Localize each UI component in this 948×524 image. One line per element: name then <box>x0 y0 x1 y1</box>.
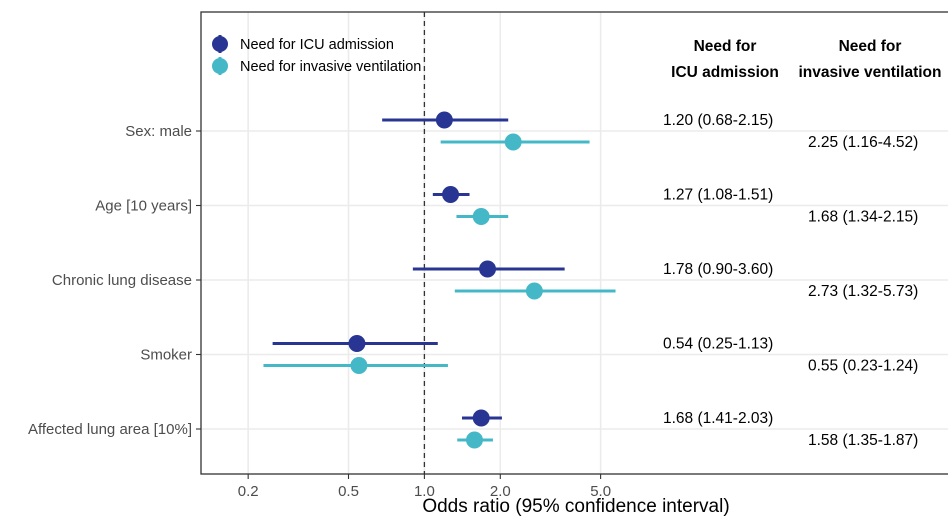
ci-value-label: 1.78 (0.90-3.60) <box>663 261 773 278</box>
legend-key-point <box>212 58 228 74</box>
ci-value-label: 1.68 (1.41-2.03) <box>663 410 773 427</box>
ci-value-label: 1.68 (1.34-2.15) <box>808 209 918 226</box>
ci-value-label: 1.58 (1.35-1.87) <box>808 432 918 449</box>
x-tick-label: 0.5 <box>338 483 359 500</box>
x-tick-label: 5.0 <box>590 483 611 500</box>
estimate-point <box>465 431 483 449</box>
column-header-line1: Need for <box>694 38 757 55</box>
x-tick-label: 0.2 <box>238 483 259 500</box>
x-tick-labels: 0.2 0.5 1.0 2.0 5.0 <box>238 474 611 500</box>
ci-value-label: 1.27 (1.08-1.51) <box>663 187 773 204</box>
y-tick-labels: Sex: male Age [10 years] Chronic lung dise… <box>28 123 201 438</box>
estimate-point <box>442 186 460 203</box>
y-tick-label: Smoker <box>140 347 192 364</box>
y-tick-label: Age [10 years] <box>95 198 192 215</box>
legend-entry: Need for ICU admission <box>240 37 394 53</box>
ci-value-label: 0.54 (0.25-1.13) <box>663 336 773 353</box>
data-marks <box>263 111 616 449</box>
estimate-point <box>504 133 522 151</box>
estimate-point <box>472 409 490 427</box>
x-axis-label: Odds ratio (95% confidence interval) <box>422 496 729 517</box>
column-headers: Need for ICU admission Need for invasive ve… <box>671 38 941 81</box>
estimate-point <box>435 111 453 129</box>
estimate-point <box>525 282 543 300</box>
estimate-point <box>348 335 366 352</box>
panel-border <box>200 11 948 475</box>
column-header-line2: ICU admission <box>671 64 779 81</box>
y-tick-label: Sex: male <box>125 123 192 140</box>
grid <box>201 12 948 474</box>
column-header-line1: Need for <box>839 38 902 55</box>
legend: Need for ICU admission Need for invasive … <box>212 35 421 75</box>
y-tick-label: Chronic lung disease <box>52 272 192 289</box>
x-tick-label: 2.0 <box>490 483 511 500</box>
ci-labels: 1.20 (0.68-2.15) 1.27 (1.08-1.51) 1.78 (0.… <box>663 112 918 449</box>
y-tick-label: Affected lung area [10%] <box>28 421 192 438</box>
ci-value-label: 1.20 (0.68-2.15) <box>663 112 773 129</box>
ci-value-label: 2.73 (1.32-5.73) <box>808 283 918 300</box>
estimate-point <box>350 357 368 374</box>
legend-key-point <box>212 36 228 52</box>
ci-value-label: 0.55 (0.23-1.24) <box>808 358 918 375</box>
estimate-point <box>472 208 490 225</box>
estimate-point <box>479 260 497 278</box>
legend-entry: Need for invasive ventilation <box>240 59 421 75</box>
ci-value-label: 2.25 (1.16-4.52) <box>808 134 918 151</box>
column-header-line2: invasive ventilation <box>799 64 942 81</box>
x-tick-label: 1.0 <box>414 483 435 500</box>
